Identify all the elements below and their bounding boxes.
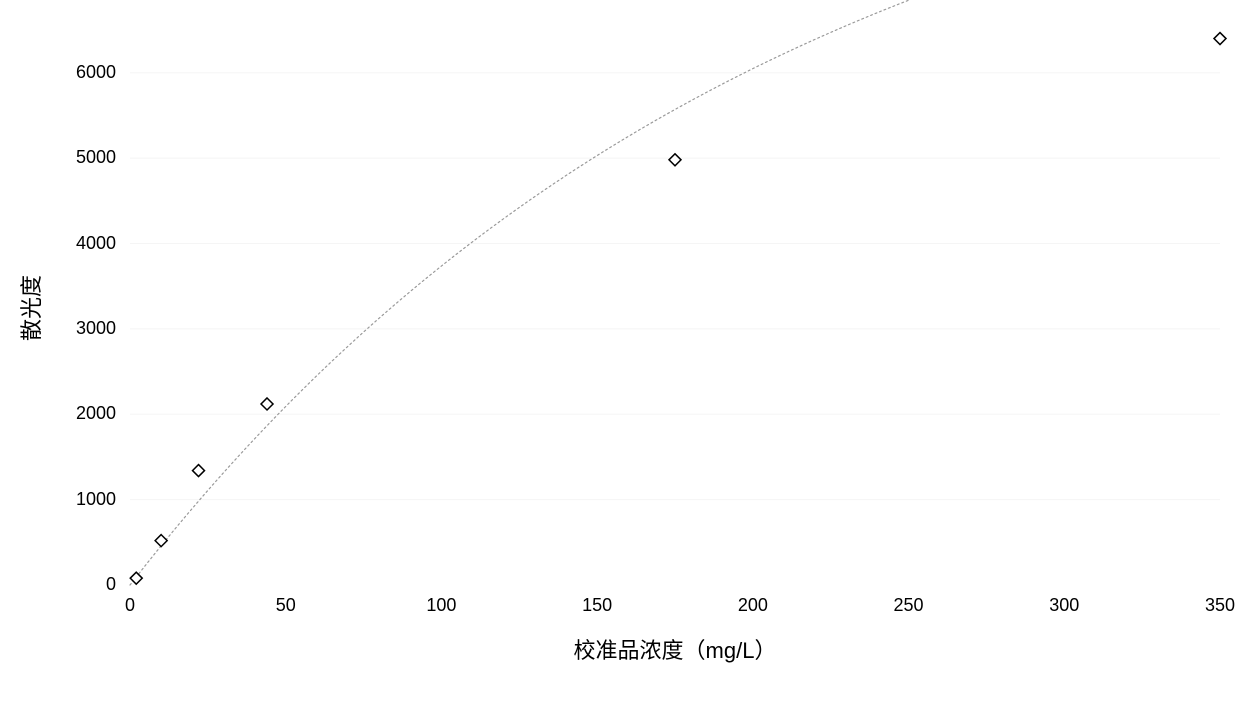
x-tick-label: 350	[1205, 595, 1235, 616]
y-tick-label: 4000	[76, 233, 116, 254]
data-point-marker	[669, 154, 681, 166]
data-point-marker	[155, 535, 167, 547]
x-tick-label: 0	[125, 595, 135, 616]
y-tick-label: 5000	[76, 147, 116, 168]
x-tick-label: 200	[738, 595, 768, 616]
data-point-marker	[130, 572, 142, 584]
data-point-marker	[261, 398, 273, 410]
trendline	[130, 0, 1220, 585]
plot-svg	[130, 30, 1220, 585]
data-point-marker	[1214, 33, 1226, 45]
y-axis-title: 散光度	[14, 274, 46, 340]
x-tick-label: 150	[582, 595, 612, 616]
y-tick-label: 3000	[76, 318, 116, 339]
chart-container: 散光度 校准品浓度（mg/L） 010002000300040005000600…	[0, 0, 1240, 702]
y-tick-label: 1000	[76, 489, 116, 510]
y-tick-label: 2000	[76, 403, 116, 424]
data-point-marker	[193, 465, 205, 477]
x-tick-label: 100	[426, 595, 456, 616]
x-tick-label: 250	[894, 595, 924, 616]
x-tick-label: 300	[1049, 595, 1079, 616]
x-axis-title: 校准品浓度（mg/L）	[574, 633, 777, 665]
y-tick-label: 6000	[76, 62, 116, 83]
y-tick-label: 0	[106, 574, 116, 595]
x-tick-label: 50	[276, 595, 296, 616]
plot-area	[130, 30, 1220, 585]
